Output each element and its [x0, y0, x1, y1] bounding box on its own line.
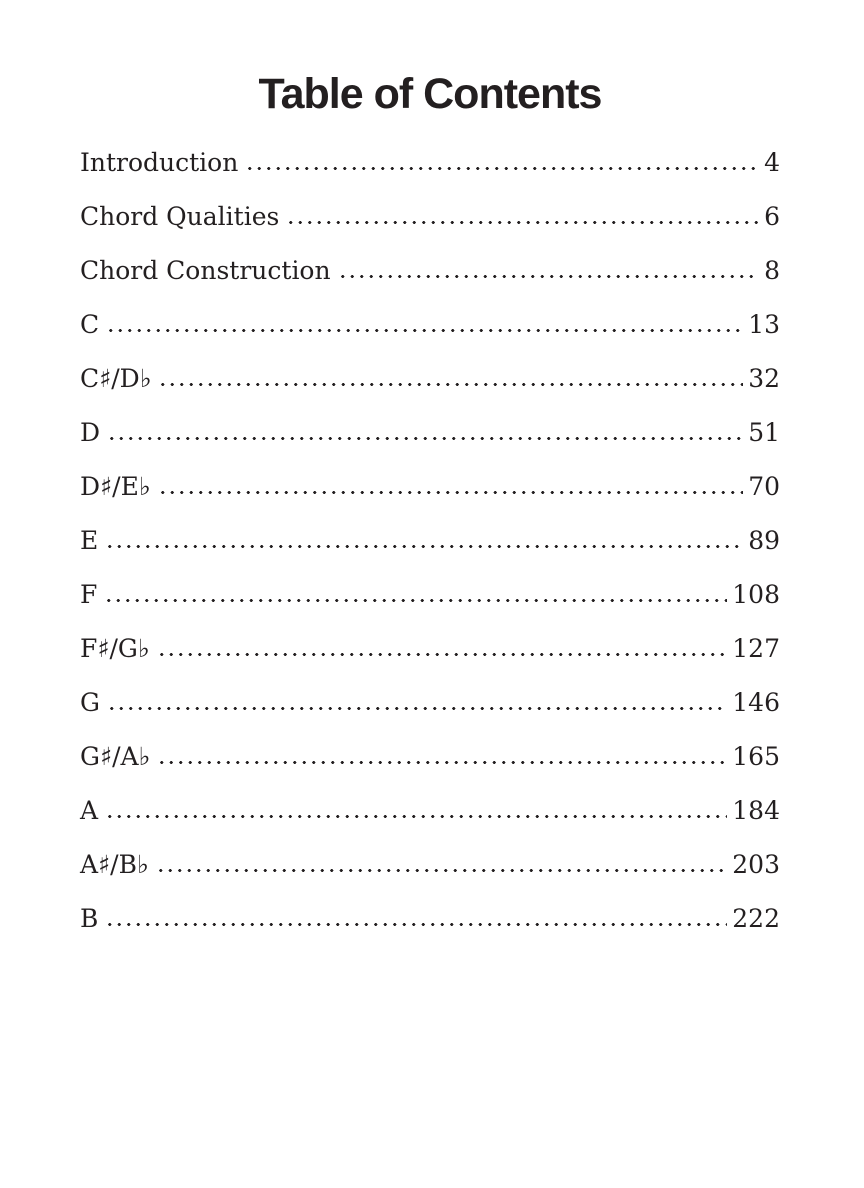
toc-entry-label: Chord Construction [80, 256, 331, 285]
toc-entry-label: C [80, 310, 100, 339]
toc-entry: C 13 [80, 298, 780, 352]
toc-leader-dots [156, 652, 728, 657]
toc-entry: A♯/B♭ 203 [80, 838, 780, 892]
toc-entry-page-number: 70 [748, 472, 780, 501]
toc-entry: Introduction 4 [80, 136, 780, 190]
toc-entry-page-number: 184 [732, 796, 780, 825]
toc-entry: C♯/D♭ 32 [80, 352, 780, 406]
toc-entry-label: A [80, 796, 99, 825]
toc-entry-label: B [80, 904, 99, 933]
toc-entry-label: Introduction [80, 148, 239, 177]
toc-entry: F 108 [80, 568, 780, 622]
toc-entry-label: A♯/B♭ [80, 850, 149, 879]
toc-entry: E 89 [80, 514, 780, 568]
toc-entry-label: Chord Qualities [80, 202, 280, 231]
toc-leader-dots [155, 868, 728, 873]
toc-entry-label: D [80, 418, 101, 447]
toc-entry-page-number: 165 [732, 742, 780, 771]
toc-entry: G♯/A♭ 165 [80, 730, 780, 784]
toc-entry-label: E [80, 526, 99, 555]
toc-leader-dots [106, 328, 744, 333]
toc-leader-dots [286, 220, 760, 225]
toc-entry-page-number: 203 [732, 850, 780, 879]
toc-list: Introduction 4 Chord Qualities 6 Chord C… [80, 136, 780, 946]
toc-entry-label: G♯/A♭ [80, 742, 151, 771]
toc-entry: Chord Qualities 6 [80, 190, 780, 244]
toc-entry-page-number: 222 [732, 904, 780, 933]
toc-entry-label: D♯/E♭ [80, 472, 151, 501]
toc-leader-dots [158, 382, 744, 387]
toc-entry: Chord Construction 8 [80, 244, 780, 298]
toc-entry: D 51 [80, 406, 780, 460]
toc-leader-dots [157, 490, 744, 495]
toc-entry-page-number: 108 [732, 580, 780, 609]
page-title: Table of Contents [258, 70, 603, 118]
toc-leader-dots [104, 598, 728, 603]
toc-entry: G 146 [80, 676, 780, 730]
toc-entry: B 222 [80, 892, 780, 946]
toc-entry-page-number: 89 [748, 526, 780, 555]
toc-entry-page-number: 146 [732, 688, 780, 717]
toc-entry-page-number: 127 [732, 634, 780, 663]
toc-entry-label: C♯/D♭ [80, 364, 152, 393]
toc-entry-label: G [80, 688, 100, 717]
toc-entry: D♯/E♭ 70 [80, 460, 780, 514]
toc-entry-page-number: 51 [748, 418, 780, 447]
toc-entry-page-number: 6 [764, 202, 780, 231]
toc-leader-dots [107, 436, 744, 441]
toc-leader-dots [105, 814, 728, 819]
toc-entry-page-number: 13 [748, 310, 780, 339]
toc-leader-dots [105, 544, 744, 549]
toc-leader-dots [337, 274, 760, 279]
toc-leader-dots [245, 166, 760, 171]
toc-entry-page-number: 4 [764, 148, 780, 177]
toc-leader-dots [157, 760, 728, 765]
toc-entry: F♯/G♭ 127 [80, 622, 780, 676]
toc-leader-dots [105, 922, 728, 927]
toc-entry-label: F [80, 580, 98, 609]
toc-entry-label: F♯/G♭ [80, 634, 150, 663]
toc-entry-page-number: 32 [748, 364, 780, 393]
toc-entry-page-number: 8 [764, 256, 780, 285]
toc-entry: A 184 [80, 784, 780, 838]
toc-leader-dots [106, 706, 728, 711]
